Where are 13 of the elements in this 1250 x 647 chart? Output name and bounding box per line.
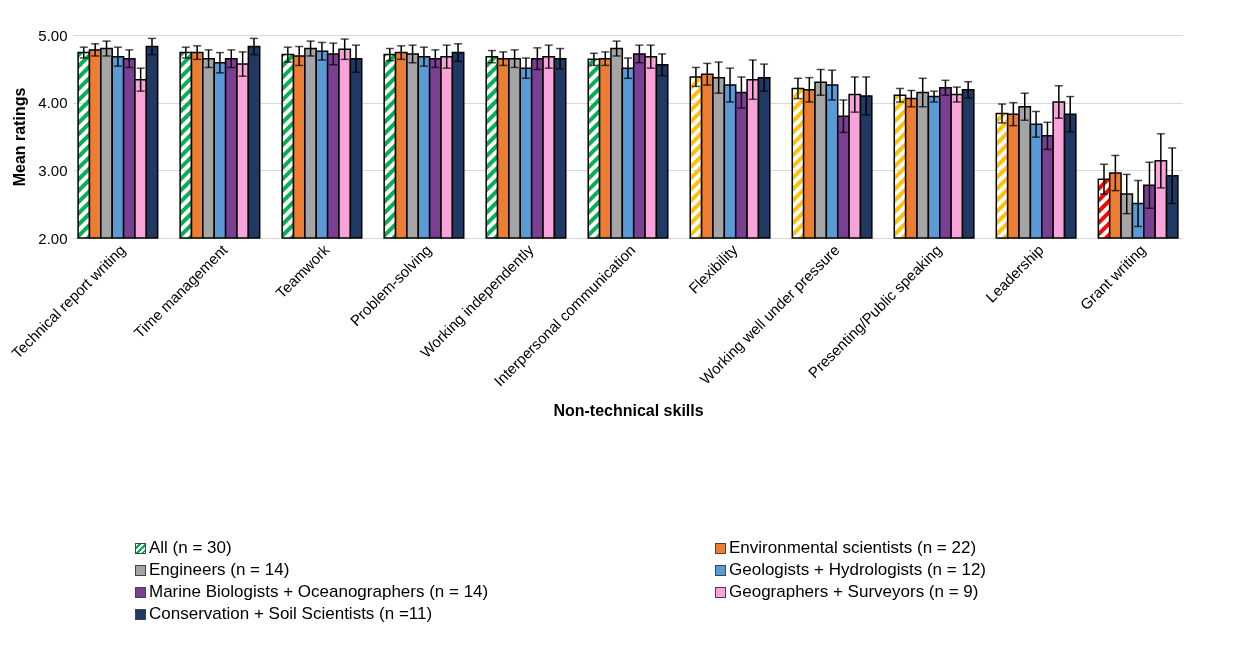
legend-label: All (n = 30) [149, 538, 232, 558]
legend-label: Geographers + Surveyors (n = 9) [729, 582, 979, 602]
legend-label: Marine Biologists + Oceanographers (n = 14) [149, 582, 489, 602]
y-tick-label: 5.00 [38, 26, 68, 44]
y-tick-label: 2.00 [38, 229, 68, 247]
legend-label: Conservation + Soil Scientists (n =11) [149, 604, 433, 624]
y-tick-label: 4.00 [38, 94, 68, 112]
legend-label: Geologists + Hydrologists (n = 12) [729, 560, 987, 580]
legend-label: Environmental scientists (n = 22) [729, 538, 977, 558]
legend-label: Engineers (n = 14) [149, 560, 290, 580]
x-axis-title: Non-technical skills [553, 402, 704, 420]
y-tick-label: 3.00 [38, 161, 68, 179]
y-axis-title: Mean ratings [11, 87, 29, 187]
